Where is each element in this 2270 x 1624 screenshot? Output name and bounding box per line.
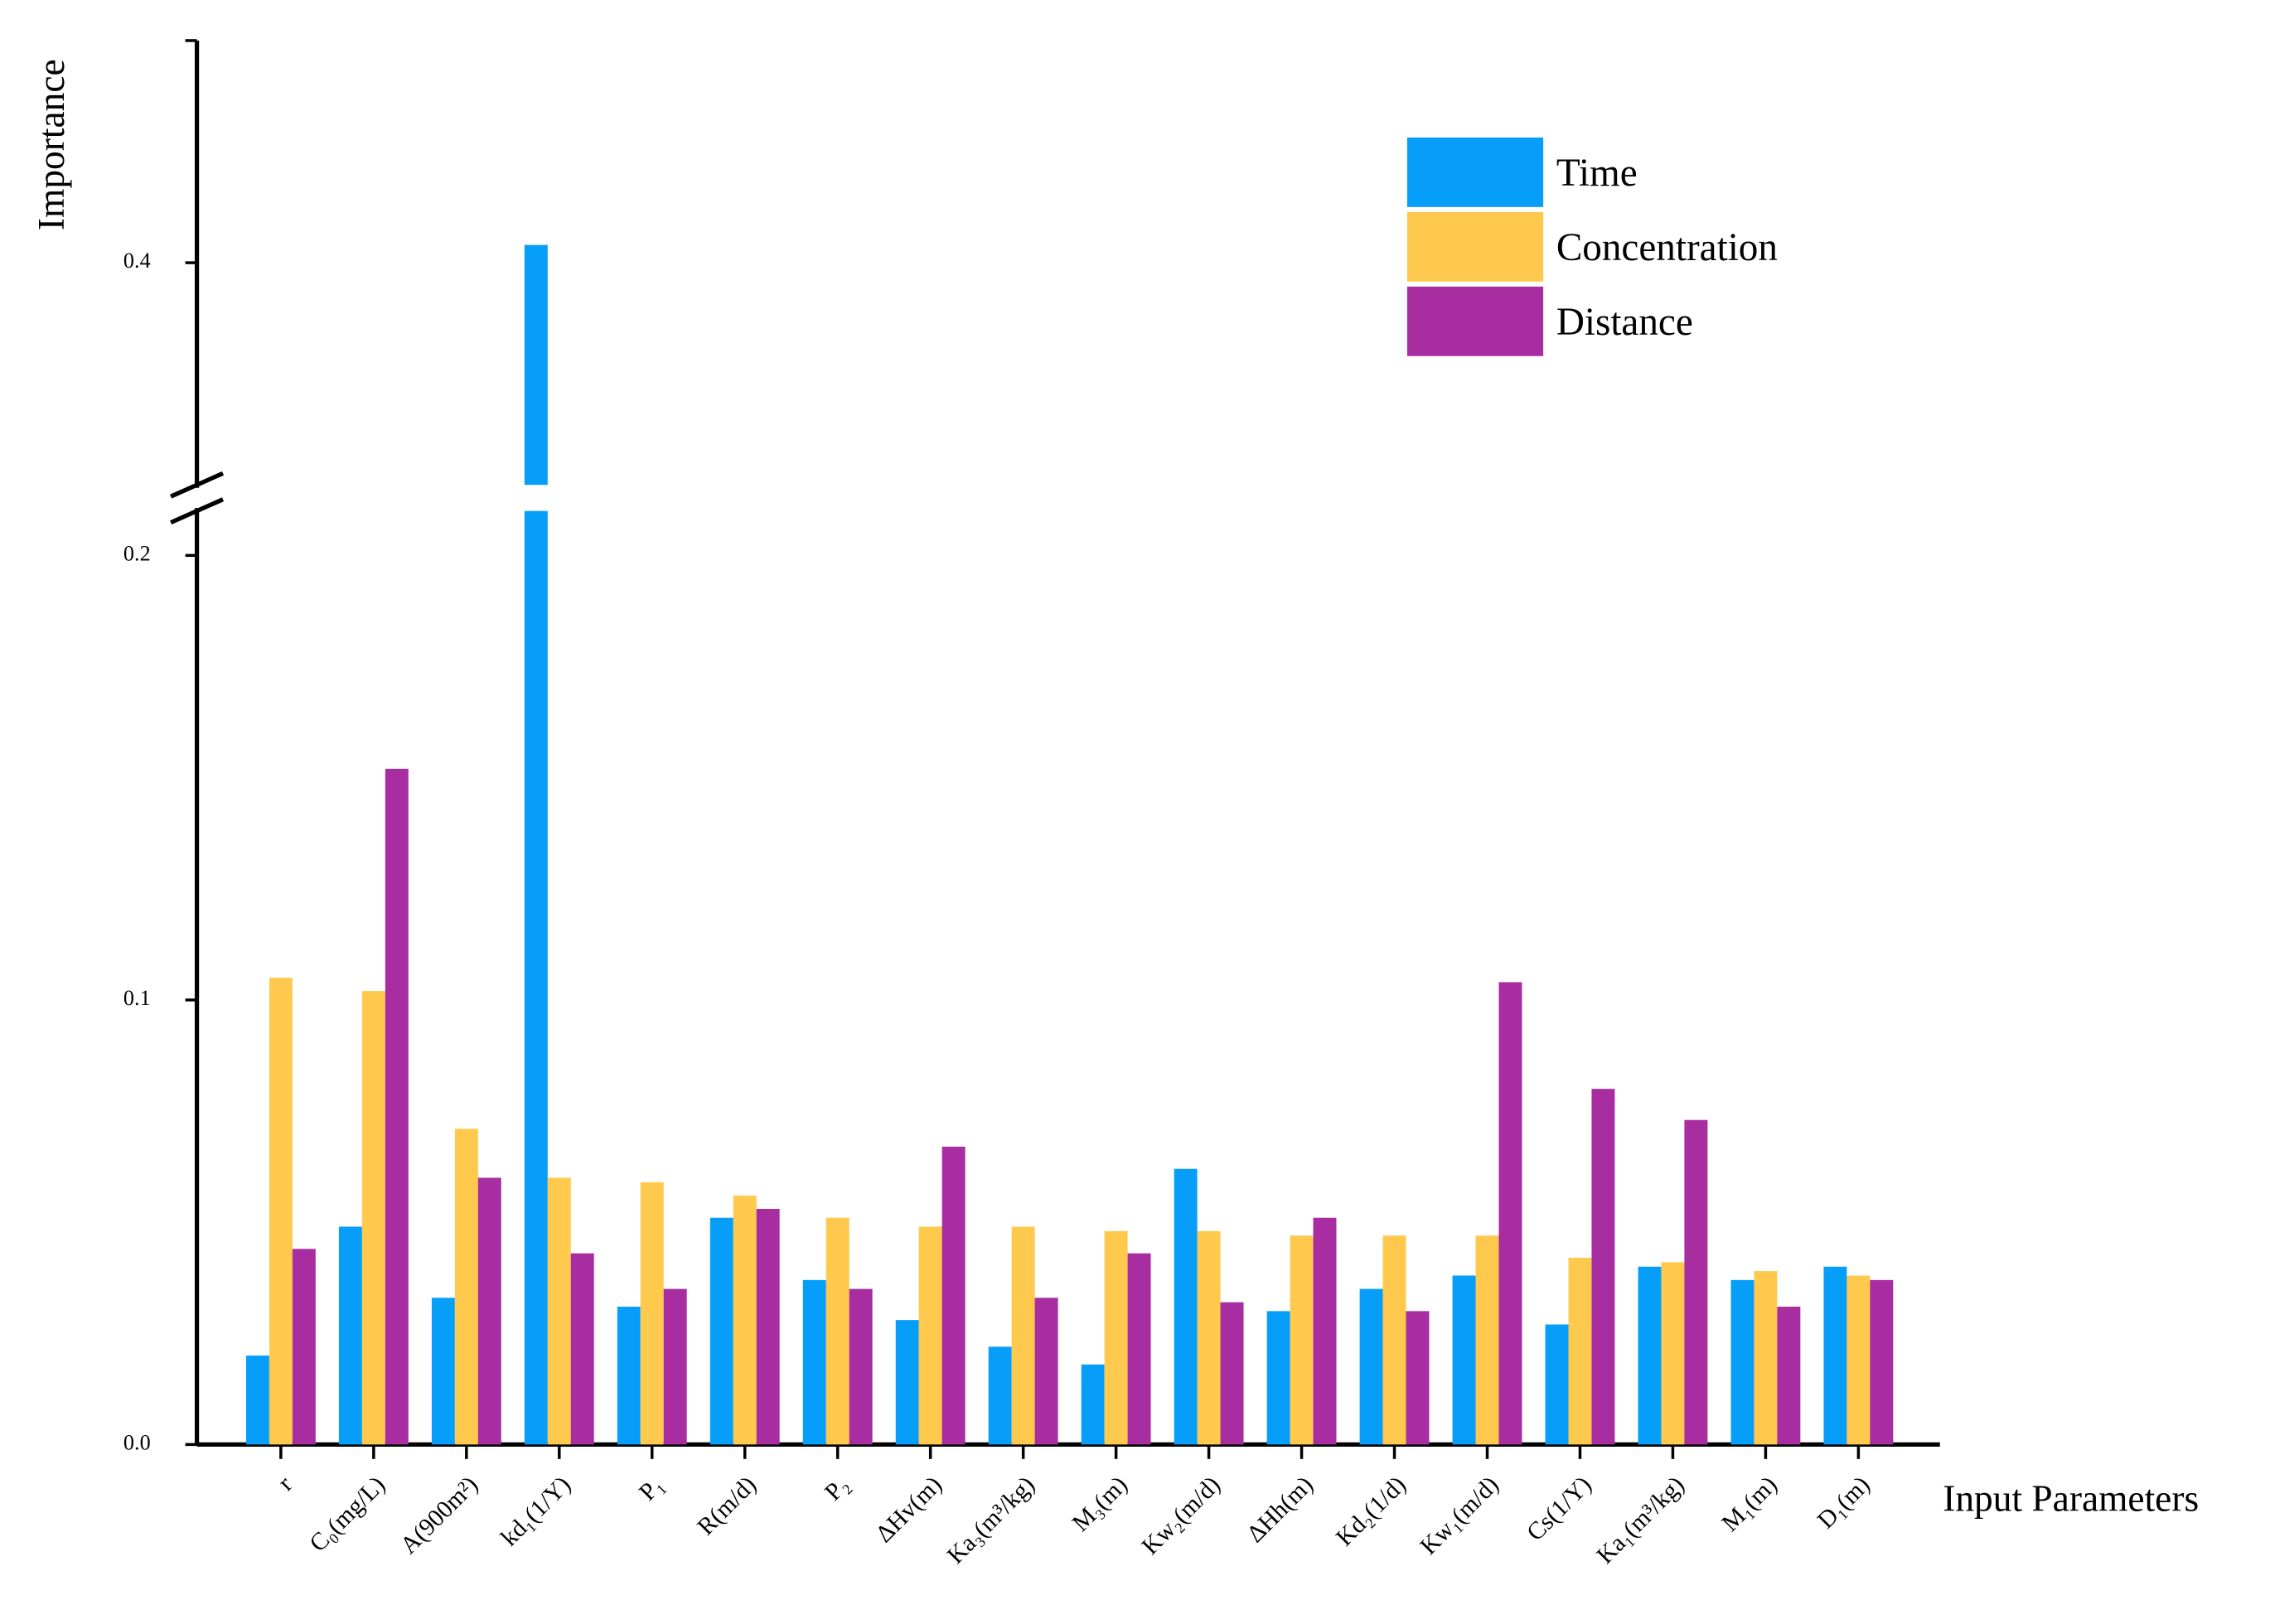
bar [733, 1195, 757, 1445]
y-tick-label: 0.2 [123, 541, 151, 565]
x-axis-title: Input Parameters [1943, 1478, 2199, 1520]
bar [1406, 1311, 1430, 1445]
bar [1220, 1302, 1244, 1445]
bar [640, 1182, 664, 1445]
bar [524, 510, 548, 1445]
x-tick-label: M₁(m) [1717, 1472, 1783, 1537]
x-tick-label: Cs(1/Y) [1522, 1472, 1596, 1546]
x-tick-label: P₂ [820, 1472, 854, 1506]
bar [988, 1346, 1012, 1445]
axis-break [170, 497, 225, 525]
bar [1197, 1230, 1221, 1445]
x-tick-label: A(900m²) [395, 1472, 483, 1559]
bar [570, 1253, 594, 1445]
bar [1313, 1217, 1337, 1445]
bar [1638, 1266, 1662, 1445]
legend-label: Concentration [1556, 226, 1778, 269]
bar [849, 1288, 873, 1445]
x-tick-label: C₀(mg/L) [305, 1472, 390, 1557]
bar [1290, 1235, 1314, 1445]
bar [1359, 1288, 1383, 1445]
x-tick-label: P₁ [634, 1472, 669, 1506]
x-tick-label: D₁(m) [1813, 1472, 1875, 1534]
bar [1545, 1324, 1569, 1445]
bar [1104, 1230, 1128, 1445]
bar [1591, 1089, 1615, 1445]
legend-swatch [1406, 211, 1544, 282]
bar [1127, 1253, 1151, 1445]
x-tick-label: M₃(m) [1067, 1472, 1133, 1537]
bar [547, 1177, 571, 1445]
bar [454, 1129, 478, 1445]
x-tick-label: Kw₂(m/d) [1137, 1472, 1226, 1560]
bar [918, 1226, 942, 1445]
bar [663, 1288, 687, 1445]
x-tick-label: r [273, 1472, 298, 1496]
bar [1382, 1235, 1406, 1445]
bar [1266, 1311, 1290, 1445]
legend-label: Time [1556, 152, 1638, 195]
y-tick-label: 0.0 [123, 1430, 151, 1454]
bar [1011, 1226, 1035, 1445]
x-tick-label: R(m/d) [693, 1472, 762, 1540]
bar [1870, 1279, 1894, 1445]
bar [709, 1217, 733, 1445]
y-tick-label: 0.1 [123, 986, 151, 1010]
bar [292, 1249, 316, 1445]
bar [245, 1356, 269, 1445]
bar [477, 1177, 501, 1445]
bar [1174, 1168, 1198, 1445]
bar [756, 1209, 780, 1445]
x-tick-label: Ka₃(m³/kg) [942, 1472, 1040, 1569]
legend-swatch [1406, 137, 1544, 207]
y-axis-title: Importance [31, 59, 72, 230]
bar [524, 244, 548, 486]
bar [1475, 1235, 1499, 1445]
bar [1684, 1119, 1708, 1445]
bar [431, 1298, 455, 1445]
bar [338, 1226, 362, 1445]
bar [1730, 1279, 1755, 1445]
x-tick-label: Kw₁(m/d) [1416, 1472, 1504, 1560]
x-tick-label: Ka₁(m³/kg) [1592, 1472, 1690, 1569]
bar [825, 1217, 849, 1445]
x-tick-label: ΔHv(m) [871, 1472, 947, 1548]
bar [802, 1279, 826, 1445]
legend-label: Distance [1556, 301, 1693, 344]
y-tick-label: 0.4 [123, 249, 151, 273]
bar [1846, 1275, 1871, 1445]
bar [1823, 1266, 1847, 1445]
bar [361, 991, 385, 1445]
x-tick-label: Kd₂(1/d) [1331, 1472, 1411, 1551]
bar [1452, 1275, 1476, 1445]
bar [1754, 1271, 1778, 1445]
x-tick-label: ΔHh(m) [1242, 1472, 1319, 1548]
bar [385, 768, 409, 1445]
bar [1081, 1364, 1105, 1445]
bar [269, 978, 293, 1445]
x-tick-label: kd₁(1/Y) [496, 1472, 576, 1551]
bar [1661, 1262, 1685, 1445]
bar [1568, 1258, 1592, 1445]
bar [941, 1146, 966, 1445]
bar [1498, 982, 1522, 1445]
bar [895, 1320, 919, 1445]
legend-swatch [1406, 286, 1544, 356]
bar [1034, 1298, 1058, 1445]
bar [617, 1307, 641, 1445]
axis-break [170, 471, 225, 499]
bar [1777, 1307, 1801, 1445]
